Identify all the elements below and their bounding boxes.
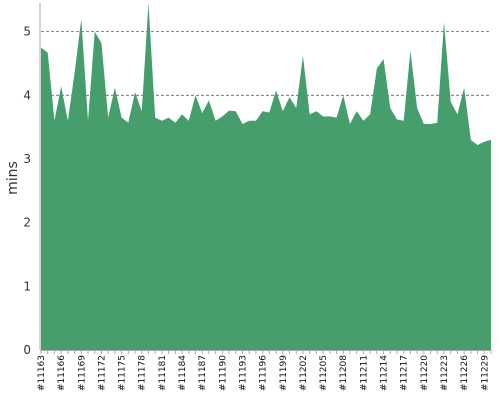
- x-tick-label: #11166: [57, 355, 67, 391]
- x-tick-label: #11214: [380, 355, 390, 391]
- x-tick-label: #11175: [118, 355, 128, 391]
- x-tick-label: #11190: [218, 355, 228, 391]
- x-tick-label: #11184: [178, 355, 188, 391]
- y-tick-label: 1: [23, 279, 31, 293]
- x-tick-label: #11193: [238, 355, 248, 391]
- x-tick-label: #11163: [37, 355, 47, 391]
- x-tick-label: #11169: [77, 355, 87, 391]
- x-tick-label: #11220: [420, 355, 430, 391]
- x-tick-label: #11217: [400, 355, 410, 391]
- x-tick-label: #11196: [259, 355, 269, 391]
- x-tick-label: #11172: [97, 355, 107, 391]
- x-tick-labels: #11163 #11166 #11169 #11172 #11175 #11178 #111…: [37, 350, 492, 391]
- y-tick-label: 0: [23, 343, 31, 357]
- x-tick-label: #11187: [198, 355, 208, 391]
- y-tick-labels: 0 1 2 3 4 5: [23, 25, 31, 357]
- y-tick-label: 2: [23, 216, 31, 230]
- y-tick-label: 5: [23, 25, 31, 39]
- x-tick-label: #11202: [299, 355, 309, 391]
- y-tick-label: 4: [23, 88, 31, 102]
- y-axis-label: mins: [5, 161, 21, 195]
- x-tick-label: #11229: [480, 355, 490, 391]
- x-tick-label: #11211: [359, 355, 369, 391]
- x-tick-label: #11199: [279, 355, 289, 391]
- x-tick-label: #11208: [339, 355, 349, 391]
- x-tick-label: #11178: [138, 355, 148, 391]
- x-tick-label: #11223: [440, 355, 450, 391]
- area-series: [40, 2, 492, 350]
- y-tick-label: 3: [23, 152, 31, 166]
- area-fill: [41, 3, 491, 350]
- x-tick-label: #11226: [460, 355, 470, 391]
- x-tick-label: #11205: [319, 355, 329, 391]
- x-tick-label: #11181: [158, 355, 168, 391]
